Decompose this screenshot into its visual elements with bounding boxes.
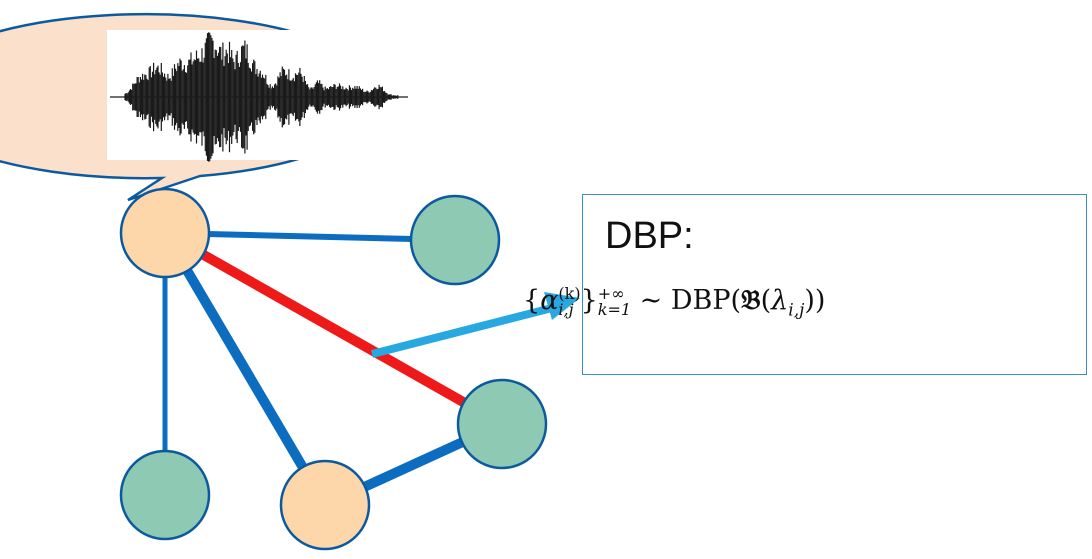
formula-range-upper: +∞ bbox=[597, 284, 625, 303]
formula-dist: DBP bbox=[670, 285, 731, 316]
node-a-peach bbox=[119, 187, 211, 279]
formula-alpha: α bbox=[540, 285, 559, 316]
speech-bubble bbox=[0, 12, 410, 202]
edge-a-b bbox=[164, 230, 456, 243]
node-c-teal bbox=[456, 378, 548, 470]
formula-frak: 𝔅 bbox=[741, 285, 761, 316]
node-b-teal bbox=[409, 194, 501, 286]
formula-lambda-sub: i,j bbox=[788, 300, 805, 321]
dbp-box: DBP: {α (k) i,j} +∞ k=1 ∼ DBP(𝔅(λi,j)) bbox=[523, 194, 1087, 375]
edge-a-e bbox=[160, 230, 330, 508]
dbp-formula: {α (k) i,j} +∞ k=1 ∼ DBP(𝔅(λi,j)) bbox=[523, 284, 826, 321]
dbp-title: DBP: bbox=[605, 215, 694, 257]
dbp-arrow bbox=[371, 292, 580, 358]
formula-range-lower: k=1 bbox=[597, 300, 632, 319]
node-d-teal bbox=[119, 449, 211, 541]
formula-sub: i,j bbox=[558, 300, 574, 319]
formula-sup: (k) bbox=[558, 284, 581, 303]
node-e-peach bbox=[279, 459, 371, 551]
edge-a-c-highlight bbox=[162, 228, 505, 429]
audio-waveform-icon bbox=[110, 32, 408, 162]
formula-relation: ∼ bbox=[639, 285, 663, 316]
formula-lambda: λ bbox=[771, 285, 789, 316]
